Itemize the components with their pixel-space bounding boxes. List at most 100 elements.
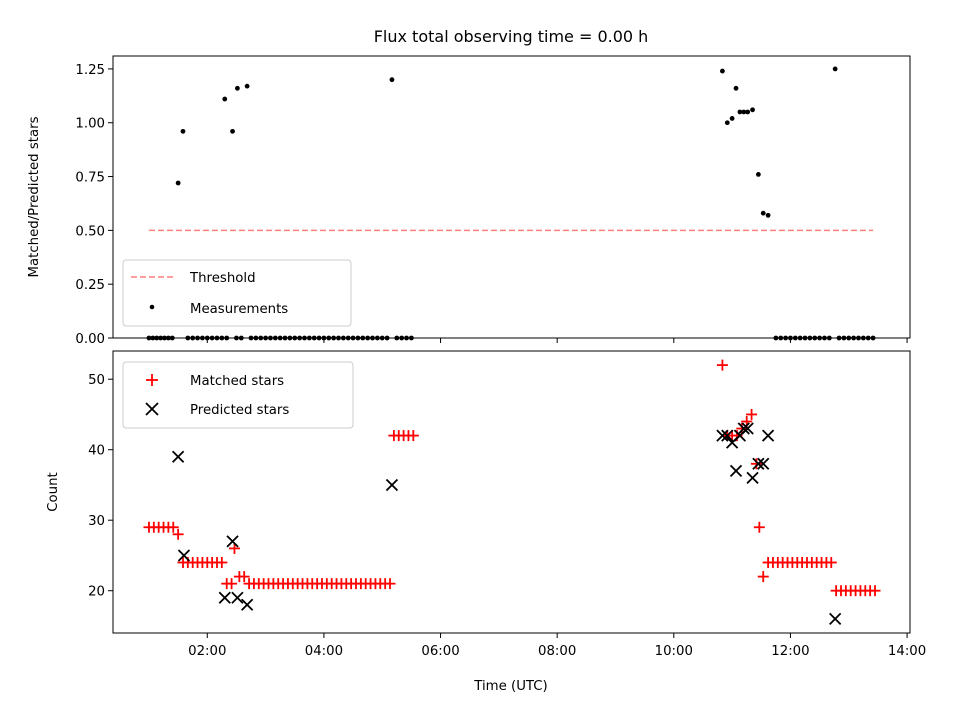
measurement-point (166, 335, 171, 341)
measurement-point (389, 77, 395, 83)
count-y-axis-label: Count (46, 472, 61, 512)
x-axis-label: Time (UTC) (473, 679, 548, 694)
measurement-point (832, 66, 838, 72)
ratio-y-tick-label: 0.50 (75, 224, 105, 239)
measurement-point (219, 335, 225, 341)
matched-star-point (750, 458, 762, 470)
measurement-point (384, 335, 390, 341)
measurement-point (336, 335, 341, 341)
measurement-point (851, 335, 857, 341)
measurement-point (745, 109, 751, 115)
measurement-point (268, 335, 273, 341)
measurement-point (214, 335, 220, 341)
measurement-point (773, 335, 779, 341)
predicted-star-point (737, 422, 750, 435)
count-y-tick-label: 30 (88, 514, 105, 529)
x-tick-label: 02:00 (188, 644, 226, 659)
measurement-point (209, 335, 215, 341)
predicted-star-point (829, 612, 842, 626)
predicted-star-point (752, 457, 765, 470)
predicted-star-point (226, 535, 239, 548)
ratio-y-tick-label: 0.75 (75, 171, 105, 186)
count-y-tick-label: 50 (88, 373, 105, 388)
predicted-star-point (746, 471, 759, 485)
count-y-tick-label: 40 (88, 444, 105, 459)
count-panel: 20 30 40 50 02:00 04:00 06:00 08:00 10:00 12:00 1… (46, 350, 926, 694)
matched-star-point (757, 571, 769, 583)
measurement-point (258, 335, 264, 341)
measurement-point (234, 335, 239, 341)
x-tick-label: 04:00 (305, 644, 343, 659)
measurement-point (399, 335, 405, 341)
measurement-point (856, 335, 861, 341)
measurement-point (238, 335, 244, 341)
measurement-point (724, 120, 730, 126)
matched-star-point (172, 528, 184, 540)
measurement-point (865, 335, 871, 341)
count-legend: Matched stars Predicted stars (122, 361, 354, 429)
measurement-point (316, 335, 322, 341)
measurement-point (741, 109, 747, 115)
x-tick-label: 06:00 (421, 644, 459, 659)
measurement-point (224, 335, 230, 341)
x-tick-label: 12:00 (771, 644, 809, 659)
predicted-star-point (716, 429, 729, 442)
matched-star-point (216, 557, 228, 568)
matched-star-point (226, 578, 238, 590)
measurement-point (792, 335, 798, 341)
measurement-point (154, 335, 160, 341)
measurement-point (355, 335, 361, 341)
measurement-point (374, 335, 380, 341)
legend-measurements-swatch (149, 304, 155, 310)
count-marks (143, 359, 881, 626)
measurement-point (345, 335, 351, 341)
predicted-star-point (761, 429, 775, 442)
measurement-point (244, 83, 250, 89)
predicted-star-point (171, 450, 185, 463)
measurement-point (340, 335, 346, 341)
measurement-point (783, 335, 788, 341)
legend-predicted-label: Predicted stars (190, 403, 289, 418)
measurement-point (162, 335, 167, 341)
measurement-point (365, 335, 371, 341)
ratio-panel: 0.00 0.25 0.50 0.75 1.00 1.25 Matched/Predict… (27, 55, 911, 347)
measurement-point (737, 109, 743, 115)
measurement-point (860, 335, 866, 341)
predicted-star-point (240, 598, 254, 611)
measurement-point (248, 335, 254, 341)
measurement-point (350, 335, 356, 341)
matched-star-point (167, 521, 179, 533)
measurement-point (263, 335, 268, 341)
measurement-point (146, 335, 152, 341)
measurement-point (812, 335, 818, 341)
measurement-point (841, 335, 847, 341)
measurement-point (404, 335, 409, 341)
measurement-point (729, 116, 735, 121)
matched-star-point (384, 578, 396, 590)
measurement-point (370, 335, 375, 341)
measurement-point (302, 335, 307, 341)
measurement-point (750, 107, 755, 113)
measurement-point (797, 335, 803, 341)
legend-threshold-label: Threshold (189, 271, 256, 286)
measurement-point (190, 335, 196, 341)
measurement-point (826, 335, 832, 341)
predicted-star-point (385, 478, 399, 492)
ratio-y-tick-label: 1.00 (75, 117, 105, 132)
legend-measurements-label: Measurements (190, 302, 288, 317)
measurement-point (760, 210, 766, 216)
matched-star-point (753, 521, 765, 533)
measurement-point (169, 335, 175, 341)
matched-star-point (736, 423, 748, 435)
matched-star-point (825, 557, 837, 568)
measurement-point (331, 335, 337, 341)
matched-star-point (869, 585, 881, 597)
measurement-point (822, 335, 827, 341)
measurement-point (817, 335, 823, 341)
count-x-axis: 02:00 04:00 06:00 08:00 10:00 12:00 14:00 (188, 633, 926, 659)
measurement-point (755, 171, 761, 177)
measurement-point (150, 335, 156, 341)
ratio-marks (146, 66, 876, 341)
measurement-point (253, 335, 259, 341)
